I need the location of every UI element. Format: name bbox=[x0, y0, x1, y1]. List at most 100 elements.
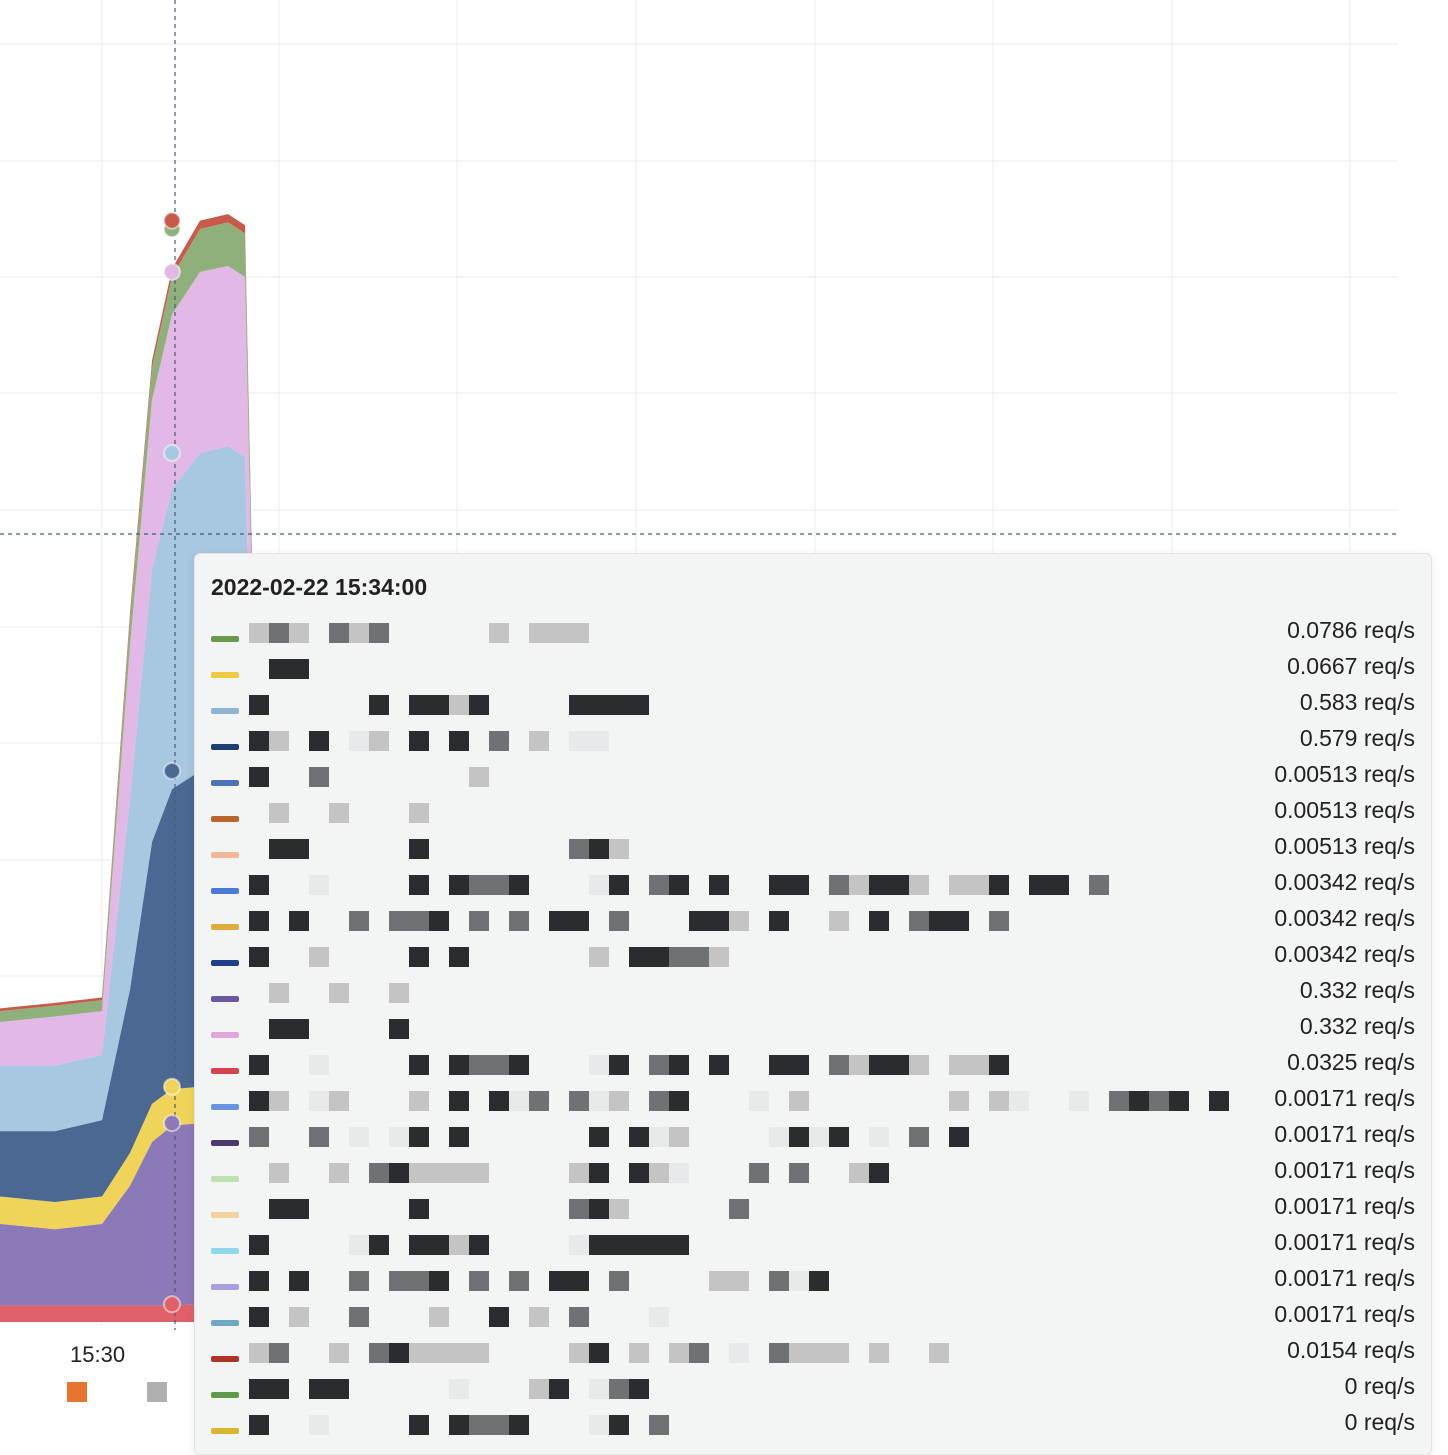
tooltip-row: 0.00171 req/s bbox=[195, 1265, 1431, 1307]
redacted-series-name bbox=[249, 623, 1249, 643]
series-color-swatch bbox=[211, 1032, 239, 1038]
hover-point-3 bbox=[163, 761, 181, 780]
series-color-swatch bbox=[211, 1248, 239, 1254]
redacted-series-name bbox=[249, 983, 1249, 1003]
hover-point-1 bbox=[163, 1114, 181, 1133]
series-value: 0.583 req/s bbox=[1299, 689, 1415, 715]
redacted-series-name bbox=[249, 839, 1249, 859]
hover-point-0 bbox=[163, 1295, 181, 1314]
redacted-series-name bbox=[249, 731, 1249, 751]
redacted-series-name bbox=[249, 1415, 1249, 1435]
series-value: 0.0154 req/s bbox=[1287, 1337, 1415, 1363]
series-value: 0.00171 req/s bbox=[1274, 1121, 1415, 1147]
series-value: 0.00171 req/s bbox=[1274, 1085, 1415, 1111]
crosshair bbox=[0, 0, 1398, 1330]
redacted-series-name bbox=[249, 947, 1249, 967]
redacted-series-name bbox=[249, 875, 1249, 895]
series-value: 0.00171 req/s bbox=[1274, 1193, 1415, 1219]
series-value: 0.0667 req/s bbox=[1287, 653, 1415, 679]
redacted-series-name bbox=[249, 767, 1249, 787]
tooltip-row: 0.00171 req/s bbox=[195, 1301, 1431, 1343]
redacted-series-name bbox=[249, 1271, 1249, 1291]
hover-points bbox=[163, 211, 181, 1314]
redacted-series-name bbox=[249, 911, 1249, 931]
tooltip-row: 0.0325 req/s bbox=[195, 1049, 1431, 1091]
series-value: 0.332 req/s bbox=[1299, 977, 1415, 1003]
series-color-swatch bbox=[211, 744, 239, 750]
tooltip-row: 0.00171 req/s bbox=[195, 1085, 1431, 1127]
hover-point-2 bbox=[163, 1077, 181, 1096]
tooltip-row: 0.00171 req/s bbox=[195, 1157, 1431, 1199]
series-color-swatch bbox=[211, 1392, 239, 1398]
tooltip-row: 0.00513 req/s bbox=[195, 761, 1431, 803]
tooltip-row: 0.583 req/s bbox=[195, 689, 1431, 731]
redacted-series-name bbox=[249, 1019, 1249, 1039]
redacted-series-name bbox=[249, 1343, 1249, 1363]
tooltip-row: 0.579 req/s bbox=[195, 725, 1431, 767]
series-color-swatch bbox=[211, 924, 239, 930]
series-color-swatch bbox=[211, 1068, 239, 1074]
tooltip-row: 0.00513 req/s bbox=[195, 833, 1431, 875]
series-value: 0.00513 req/s bbox=[1274, 761, 1415, 787]
tooltip-row: 0.332 req/s bbox=[195, 1013, 1431, 1055]
series-value: 0 req/s bbox=[1344, 1409, 1415, 1435]
redacted-series-name bbox=[249, 1055, 1249, 1075]
series-value: 0.00171 req/s bbox=[1274, 1157, 1415, 1183]
tooltip-row: 0.00171 req/s bbox=[195, 1121, 1431, 1163]
series-color-swatch bbox=[211, 1356, 239, 1362]
series-value: 0.00342 req/s bbox=[1274, 905, 1415, 931]
series-color-swatch bbox=[211, 636, 239, 642]
hover-point-5 bbox=[163, 262, 181, 281]
series-color-swatch bbox=[211, 1104, 239, 1110]
tooltip-timestamp: 2022-02-22 15:34:00 bbox=[211, 574, 428, 600]
series-color-swatch bbox=[211, 708, 239, 714]
area-series-5 bbox=[0, 266, 268, 1322]
hover-point-7 bbox=[163, 211, 181, 230]
series-value: 0.00171 req/s bbox=[1274, 1301, 1415, 1327]
legend-swatch[interactable] bbox=[147, 1382, 167, 1402]
series-value: 0.332 req/s bbox=[1299, 1013, 1415, 1039]
series-color-swatch bbox=[211, 1428, 239, 1434]
series-color-swatch bbox=[211, 672, 239, 678]
tooltip-row: 0.00342 req/s bbox=[195, 905, 1431, 947]
tooltip-row: 0.332 req/s bbox=[195, 977, 1431, 1019]
legend-swatch[interactable] bbox=[67, 1382, 87, 1402]
redacted-series-name bbox=[249, 803, 1249, 823]
tooltip-row: 0 req/s bbox=[195, 1373, 1431, 1415]
chart-tooltip: 2022-02-22 15:34:00 0.0786 req/s 0.0667 r… bbox=[194, 553, 1432, 1455]
tooltip-row: 0 req/s bbox=[195, 1409, 1431, 1451]
redacted-series-name bbox=[249, 1307, 1249, 1327]
series-value: 0.00513 req/s bbox=[1274, 833, 1415, 859]
series-value: 0.00342 req/s bbox=[1274, 869, 1415, 895]
tooltip-row: 0.0667 req/s bbox=[195, 653, 1431, 695]
redacted-series-name bbox=[249, 695, 1249, 715]
series-value: 0.00342 req/s bbox=[1274, 941, 1415, 967]
redacted-series-name bbox=[249, 1379, 1249, 1399]
series-color-swatch bbox=[211, 888, 239, 894]
redacted-series-name bbox=[249, 659, 1249, 679]
series-color-swatch bbox=[211, 996, 239, 1002]
series-color-swatch bbox=[211, 960, 239, 966]
series-value: 0 req/s bbox=[1344, 1373, 1415, 1399]
redacted-series-name bbox=[249, 1127, 1249, 1147]
hover-point-4 bbox=[163, 443, 181, 462]
tooltip-row: 0.00171 req/s bbox=[195, 1193, 1431, 1235]
tooltip-row: 0.0154 req/s bbox=[195, 1337, 1431, 1379]
series-value: 0.0786 req/s bbox=[1287, 617, 1415, 643]
series-color-swatch bbox=[211, 816, 239, 822]
tooltip-row: 0.0786 req/s bbox=[195, 617, 1431, 659]
series-color-swatch bbox=[211, 780, 239, 786]
redacted-series-name bbox=[249, 1199, 1249, 1219]
series-color-swatch bbox=[211, 1284, 239, 1290]
series-value: 0.00171 req/s bbox=[1274, 1229, 1415, 1255]
tooltip-row: 0.00513 req/s bbox=[195, 797, 1431, 839]
redacted-series-name bbox=[249, 1235, 1249, 1255]
series-value: 0.579 req/s bbox=[1299, 725, 1415, 751]
redacted-series-name bbox=[249, 1091, 1249, 1111]
series-color-swatch bbox=[211, 1140, 239, 1146]
series-value: 0.00171 req/s bbox=[1274, 1265, 1415, 1291]
series-color-swatch bbox=[211, 1176, 239, 1182]
tooltip-row: 0.00171 req/s bbox=[195, 1229, 1431, 1271]
series-color-swatch bbox=[211, 1212, 239, 1218]
redacted-series-name bbox=[249, 1163, 1249, 1183]
